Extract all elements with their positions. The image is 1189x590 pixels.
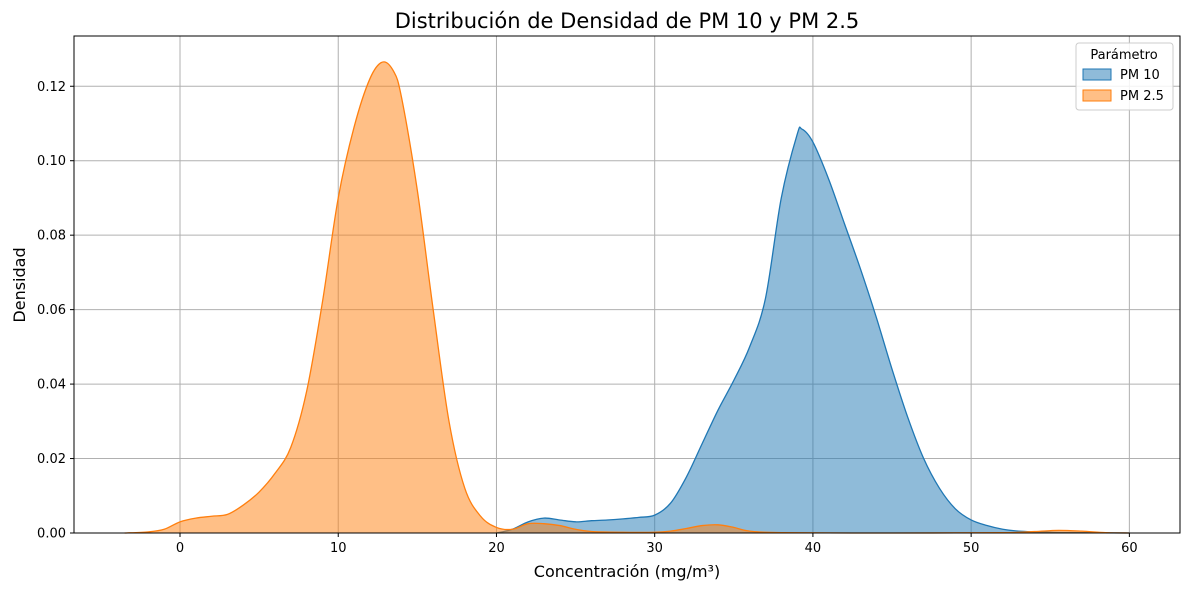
y-tick-label: 0.04 [37,378,66,393]
x-axis-label: Concentración (mg/m³) [534,562,720,581]
y-tick-label: 0.08 [37,229,66,244]
y-tick-label: 0.10 [37,154,66,169]
plot-frame [73,35,1181,534]
legend-label: PM 2.5 [1120,89,1164,104]
x-tick-label: 10 [330,541,347,556]
legend-swatch [1082,68,1112,81]
x-tick-label: 0 [176,541,184,556]
density-line-pm10 [496,126,1130,534]
y-tick-label: 0.06 [37,303,66,318]
x-tick-label: 60 [1121,541,1138,556]
density-area-pm25 [124,61,1130,534]
y-tick-label: 0.00 [37,527,66,542]
legend: Parámetro PM 10 PM 2.5 [1075,42,1174,111]
density-area-pm10 [496,127,1130,533]
legend-label: PM 10 [1120,68,1160,83]
density-line-pm25 [124,61,1130,534]
y-axis-label: Densidad [10,247,29,322]
grid [74,36,1180,534]
legend-swatch [1082,89,1112,102]
x-tick-label: 30 [646,541,663,556]
x-tick-label: 50 [963,541,980,556]
x-tick-label: 20 [488,541,505,556]
chart-title: Distribución de Densidad de PM 10 y PM 2… [395,9,860,33]
legend-title: Parámetro [1090,48,1157,63]
x-tick-label: 40 [805,541,822,556]
y-tick-label: 0.12 [37,80,66,95]
axis-ticks: 0 10 20 30 40 50 60 0.00 0.02 0.04 0.06 0.08 0.10 0.1… [37,80,1138,556]
density-areas [124,61,1130,534]
y-tick-label: 0.02 [37,452,66,467]
